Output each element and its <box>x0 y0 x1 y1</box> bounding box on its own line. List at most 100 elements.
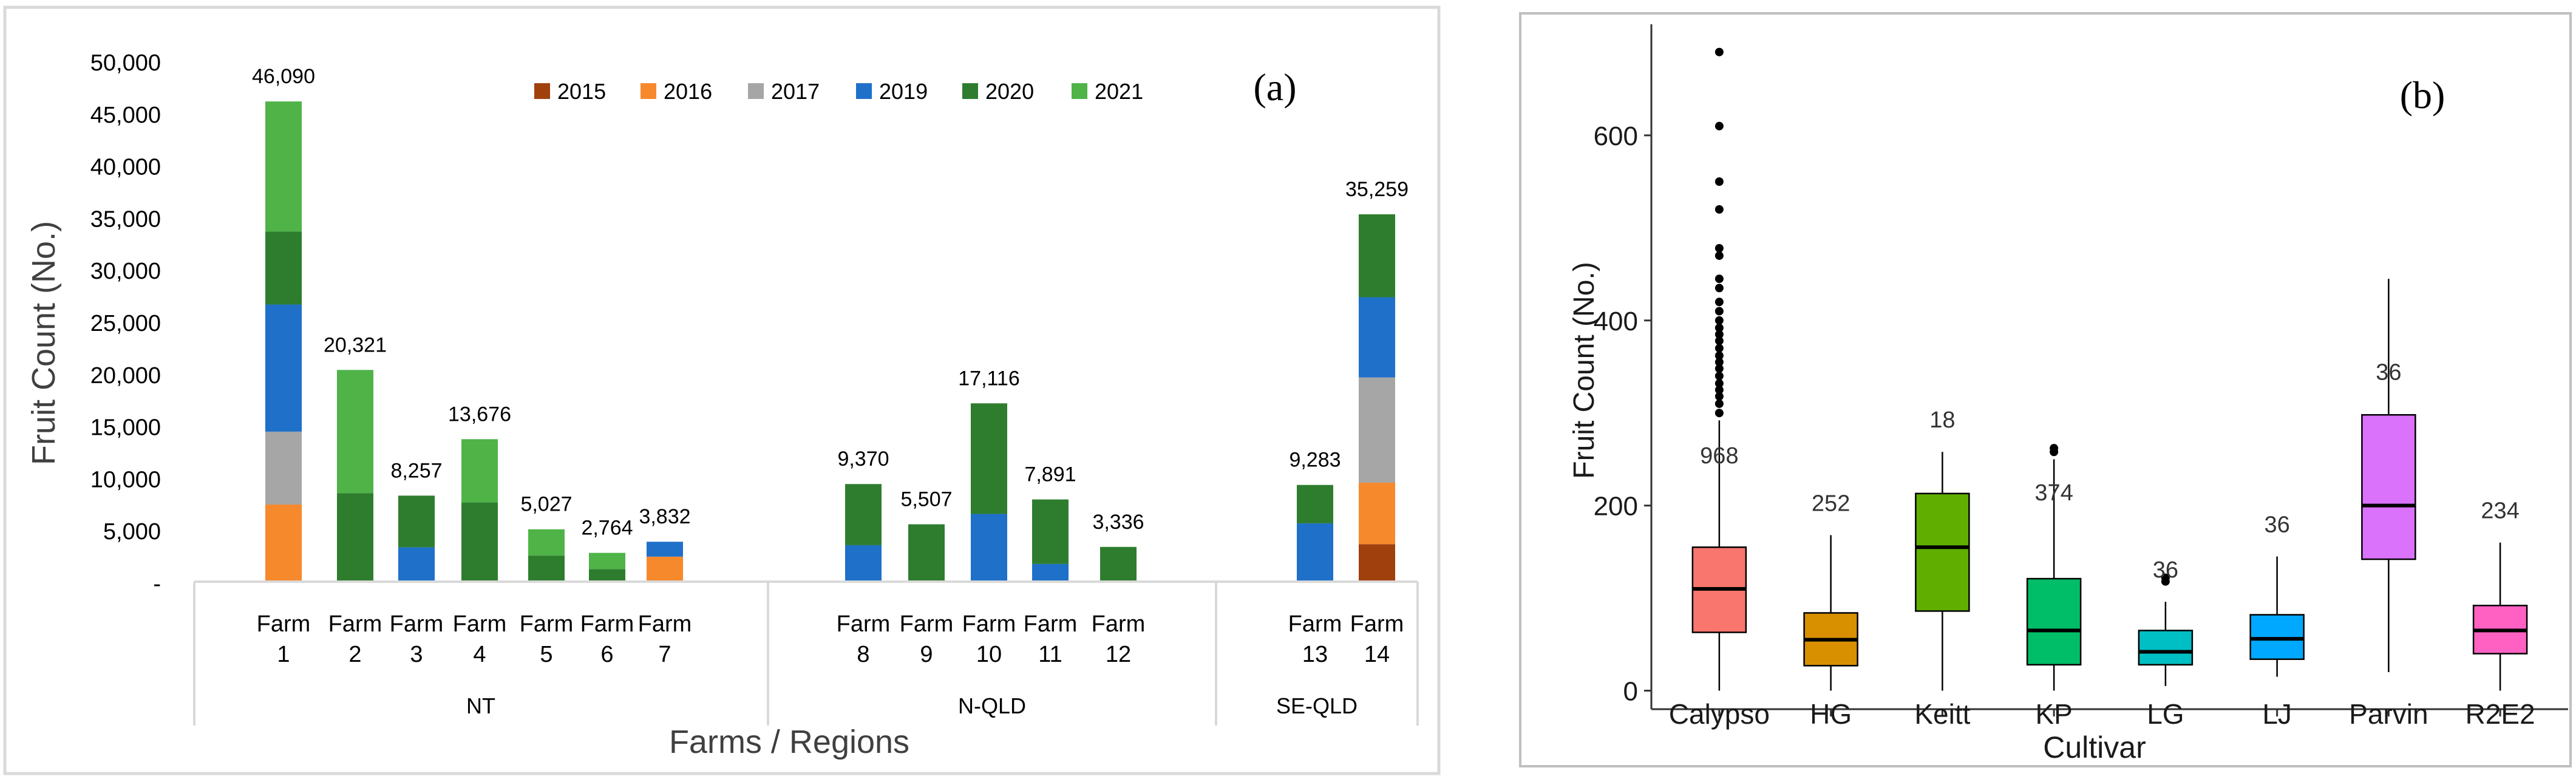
y-tick-label: 0 <box>1623 677 1638 707</box>
box-KP <box>2026 577 2082 666</box>
panel-b-box-plot: (b) Fruit Count (No.) Cultivar 0 200 400 60… <box>1518 0 2576 779</box>
farm-word-label-2: Farm <box>328 611 382 637</box>
n-label-Calypso: 968 <box>1700 443 1738 469</box>
outlier-Calypso <box>1715 344 1724 353</box>
farm-number-label-3: 3 <box>410 642 423 667</box>
farm-word-label-5: Farm <box>520 611 574 637</box>
total-label-farm-2: 20,321 <box>324 333 387 356</box>
farm-word-label-1: Farm <box>257 611 311 637</box>
bar-farm-1-2016 <box>265 505 302 582</box>
n-label-R2E2: 234 <box>2481 498 2519 524</box>
y-tick-label: 200 <box>1594 492 1638 522</box>
farm-word-label-6: Farm <box>580 611 634 637</box>
region-label-NT: NT <box>466 693 495 718</box>
category-label-R2E2: R2E2 <box>2466 698 2535 730</box>
bar-farm-8-2020 <box>845 484 882 545</box>
bar-farm-14-2017 <box>1359 377 1395 483</box>
y-axis-title: Fruit Count (No.) <box>25 221 62 465</box>
outlier-KP <box>2050 444 2059 453</box>
panel-label: (a) <box>1253 66 1296 109</box>
legend-label-2015: 2015 <box>557 79 606 104</box>
farm-number-label-2: 2 <box>348 642 361 667</box>
total-label-farm-5: 5,027 <box>520 493 572 516</box>
bar-farm-10-2020 <box>971 403 1007 514</box>
chart-frame <box>3 5 1441 775</box>
farm-word-label-13: Farm <box>1288 611 1342 637</box>
bar-farm-6-2020 <box>589 569 625 582</box>
bar-farm-5-2020 <box>528 556 565 582</box>
legend-swatch-2021 <box>1072 83 1087 99</box>
farm-number-label-10: 10 <box>976 642 1002 667</box>
y-tick-label: 15,000 <box>90 415 161 441</box>
farm-number-label-5: 5 <box>540 642 552 667</box>
bar-farm-1-2021 <box>265 101 302 232</box>
box-plot-chart: (b) Fruit Count (No.) Cultivar 0 200 400 60… <box>1519 12 2572 767</box>
farm-number-label-1: 1 <box>277 642 290 667</box>
bar-farm-13-2020 <box>1297 485 1333 523</box>
bar-farm-13-2019 <box>1297 523 1333 582</box>
category-axis: Farm 1 Farm 2 Farm 3 Farm 4 Farm 5 Farm 6 Farm 7 Farm 8… <box>193 580 1419 726</box>
outlier-Calypso <box>1715 379 1724 388</box>
bar-farm-5-2021 <box>528 529 565 556</box>
farm-word-label-10: Farm <box>962 611 1016 637</box>
outlier-Calypso <box>1715 358 1724 367</box>
outlier-Calypso <box>1715 330 1724 339</box>
bar-farm-2-2020 <box>337 493 373 582</box>
bar-farm-1-2020 <box>265 231 302 305</box>
legend-label-2020: 2020 <box>985 79 1034 104</box>
outlier-Calypso <box>1715 243 1724 253</box>
y-tick-label: 40,000 <box>90 155 161 180</box>
outlier-Calypso <box>1715 121 1724 131</box>
farm-number-label-4: 4 <box>473 642 486 667</box>
farm-number-label-7: 7 <box>658 642 671 667</box>
farm-word-label-8: Farm <box>837 611 891 637</box>
outlier-Calypso <box>1715 399 1724 408</box>
bar-farm-14-2020 <box>1359 214 1395 298</box>
category-label-LJ: LJ <box>2262 698 2292 730</box>
bar-farm-3-2020 <box>398 495 435 548</box>
total-label-farm-8: 9,370 <box>837 447 889 471</box>
y-tick-label: 35,000 <box>90 206 161 232</box>
outlier-Calypso <box>1715 351 1724 360</box>
bar-farm-14-2019 <box>1359 297 1395 378</box>
box-plot-area: 0 200 400 600 Calypso 968 HG 252 Keitt 18 KP 374 LG 3… <box>1594 24 2568 730</box>
outlier-Calypso <box>1715 336 1724 345</box>
farm-number-label-11: 11 <box>1038 642 1062 667</box>
bar-farm-7-2016 <box>647 556 683 582</box>
category-label-Calypso: Calypso <box>1669 698 1770 730</box>
total-label-farm-12: 3,336 <box>1092 511 1144 534</box>
outlier-Calypso <box>1715 274 1724 284</box>
outlier-Calypso <box>1715 386 1724 395</box>
n-label-Parvin: 36 <box>2376 360 2401 386</box>
bar-farm-3-2019 <box>398 547 435 582</box>
category-label-LG: LG <box>2147 698 2184 730</box>
y-axis-ticks: - 5,000 10,000 15,000 20,000 25,000 30,000 35,0… <box>90 50 161 597</box>
legend-swatch-2020 <box>962 83 978 99</box>
legend-label-2019: 2019 <box>879 79 928 104</box>
total-label-farm-7: 3,832 <box>639 505 690 528</box>
box-LG <box>2138 630 2194 666</box>
bar-farm-11-2020 <box>1032 499 1069 564</box>
bar-farm-12-2020 <box>1100 546 1137 582</box>
n-label-HG: 252 <box>1812 491 1850 516</box>
farm-number-label-8: 8 <box>857 642 869 667</box>
legend-swatch-2016 <box>641 83 656 99</box>
bar-farm-8-2019 <box>845 545 882 582</box>
bar-farm-14-2016 <box>1359 482 1395 545</box>
legend-label-2021: 2021 <box>1095 79 1143 104</box>
outlier-Calypso <box>1715 316 1724 325</box>
y-tick-label: 400 <box>1594 307 1638 336</box>
x-axis-title: Cultivar <box>2043 730 2146 764</box>
total-label-farm-13: 9,283 <box>1289 449 1341 472</box>
outlier-Calypso <box>1715 364 1724 373</box>
y-tick-label: 45,000 <box>90 103 161 128</box>
box-Parvin <box>2361 414 2416 560</box>
bar-farm-1-2019 <box>265 304 302 432</box>
category-label-HG: HG <box>1810 698 1852 730</box>
n-label-LJ: 36 <box>2264 512 2289 537</box>
y-tick-label: 5,000 <box>103 519 161 545</box>
box-Keitt <box>1915 492 1970 612</box>
bar-farm-7-2019 <box>647 542 683 557</box>
total-label-farm-14: 35,259 <box>1345 178 1409 201</box>
category-label-Parvin: Parvin <box>2349 698 2428 730</box>
